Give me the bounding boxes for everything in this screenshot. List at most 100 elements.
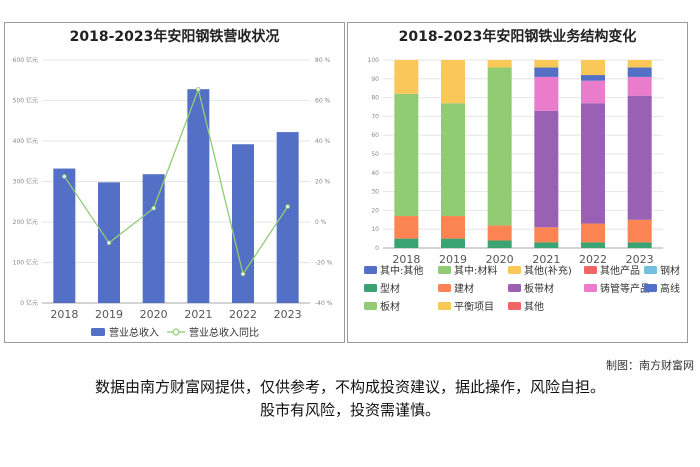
- stack-segment: [627, 76, 652, 96]
- y-tick-label: 70: [371, 113, 379, 120]
- structure-chart: 0 10 20 30 40 50 60 70 80 90 100 2018 2019 2020 2021 20…: [364, 57, 680, 313]
- legend-swatch: [508, 302, 521, 310]
- legend-swatch: [584, 266, 597, 274]
- stack-segment: [487, 60, 512, 68]
- x-tick-label: 2023: [626, 253, 654, 266]
- legend-swatch: [364, 284, 377, 292]
- stack-segment: [394, 93, 419, 217]
- y-left-tick-label: 0 亿元: [20, 299, 38, 307]
- revenue-bar: [53, 168, 76, 303]
- stack-segment: [487, 225, 512, 241]
- yoy-point: [285, 204, 290, 209]
- x-tick-label: 2020: [486, 253, 514, 266]
- stack-segment: [627, 242, 652, 248]
- legend-label: 其他: [524, 300, 544, 313]
- y-tick-label: 20: [371, 207, 379, 214]
- legend-swatch-revenue: [91, 328, 105, 336]
- x-tick-label: 2022: [579, 253, 607, 266]
- legend-swatch: [438, 266, 451, 274]
- y-right-tick-label: 80 %: [315, 57, 331, 64]
- legend-swatch: [644, 266, 657, 274]
- stack-segment: [394, 60, 419, 94]
- y-right-tick-label: -20 %: [315, 260, 333, 267]
- x-tick-label: 2018: [392, 253, 420, 266]
- legend-label: 平衡项目: [454, 301, 494, 313]
- yoy-point: [240, 271, 246, 277]
- legend-swatch: [584, 284, 597, 292]
- stack-segment: [534, 242, 559, 248]
- x-tick-label: 2022: [229, 308, 257, 321]
- y-tick-label: 30: [371, 189, 379, 196]
- revenue-bar: [142, 174, 165, 303]
- y-left-tick-label: 500 亿元: [13, 97, 38, 105]
- stack-segment: [534, 76, 559, 111]
- y-tick-label: 0: [375, 245, 379, 252]
- disclaimer-line-2: 股市有风险，投资需谨慎。: [259, 401, 440, 419]
- legend-label: 其他(补充): [524, 264, 572, 277]
- y-tick-label: 80: [371, 95, 379, 102]
- stack-segment: [394, 216, 419, 239]
- y-left-tick-label: 100 亿元: [13, 259, 38, 267]
- stack-segment: [534, 227, 559, 243]
- y-right-tick-label: -40 %: [315, 300, 333, 307]
- legend-label: 型材: [380, 282, 400, 295]
- legend-swatch: [438, 284, 451, 292]
- legend-swatch: [364, 266, 377, 274]
- legend-swatch: [508, 284, 521, 292]
- legend-label: 板带材: [524, 282, 554, 295]
- stack-segment: [627, 219, 652, 243]
- stack-segment: [581, 60, 605, 76]
- revenue-bar: [187, 89, 210, 303]
- yoy-point: [106, 240, 112, 246]
- legend-label-yoy: 营业总收入同比: [189, 326, 259, 339]
- legend-label: 建材: [454, 282, 474, 295]
- legend-swatch: [644, 284, 657, 292]
- revenue-chart: 0 亿元 100 亿元 200 亿元 300 亿元 400 亿元 500 亿元 600 亿元…: [13, 56, 333, 339]
- legend-swatch: [508, 266, 521, 274]
- y-tick-label: 10: [371, 226, 379, 233]
- x-tick-label: 2021: [184, 308, 212, 321]
- x-tick-label: 2023: [274, 308, 302, 321]
- revenue-bar: [232, 144, 254, 303]
- legend-label: 其中:其他: [380, 264, 423, 277]
- structure-chart-panel: 2018-2023年安阳钢铁业务结构变化 0 10 20 30 40 50 60 70 80 90…: [347, 22, 688, 343]
- y-left-tick-label: 400 亿元: [13, 137, 38, 145]
- stack-segment: [534, 110, 559, 228]
- y-tick-label: 50: [371, 151, 379, 158]
- x-tick-label: 2019: [95, 308, 123, 321]
- stack-segment: [534, 60, 559, 68]
- yoy-point: [151, 205, 156, 211]
- legend-label: 高线: [660, 282, 680, 295]
- yoy-line: [63, 87, 289, 276]
- stack-segment: [534, 67, 559, 77]
- legend-label: 钢材: [660, 264, 680, 277]
- stack-segment: [487, 67, 512, 226]
- y-left-tick-label: 300 亿元: [13, 178, 38, 186]
- legend-label-revenue: 营业总收入: [109, 326, 159, 339]
- y-tick-label: 60: [371, 132, 379, 139]
- yoy-point: [62, 174, 67, 179]
- disclaimer-line-1: 数据由南方财富网提供，仅供参考，不构成投资建议，据此操作，风险自担。: [94, 378, 605, 396]
- x-tick-label: 2019: [439, 253, 467, 266]
- legend-swatch: [438, 302, 451, 310]
- legend-label: 板材: [380, 300, 400, 313]
- y-left-tick-label: 200 亿元: [13, 218, 38, 226]
- stack-segment: [441, 103, 465, 217]
- stack-segment: [487, 240, 512, 248]
- stack-segment: [581, 80, 605, 104]
- stack-segment: [581, 223, 605, 243]
- x-tick-label: 2020: [140, 308, 168, 321]
- stack-segment: [441, 60, 465, 104]
- stack-segment: [581, 75, 605, 81]
- y-tick-label: 90: [371, 76, 379, 83]
- y-tick-label: 40: [371, 170, 379, 177]
- legend-label: 铸管等产品: [600, 282, 650, 295]
- revenue-chart-panel: 2018-2023年安阳钢铁营收状况 0 亿元 100 亿元 200 亿元 300 亿…: [4, 22, 345, 343]
- x-tick-label: 2018: [50, 308, 78, 321]
- y-right-tick-label: 40 %: [315, 138, 331, 145]
- chart-credit: 制图：南方财富网: [606, 359, 694, 372]
- legend-label: 其中:材料: [454, 264, 497, 277]
- stack-segment: [581, 103, 605, 224]
- y-tick-label: 100: [368, 57, 380, 64]
- stack-segment: [627, 67, 652, 77]
